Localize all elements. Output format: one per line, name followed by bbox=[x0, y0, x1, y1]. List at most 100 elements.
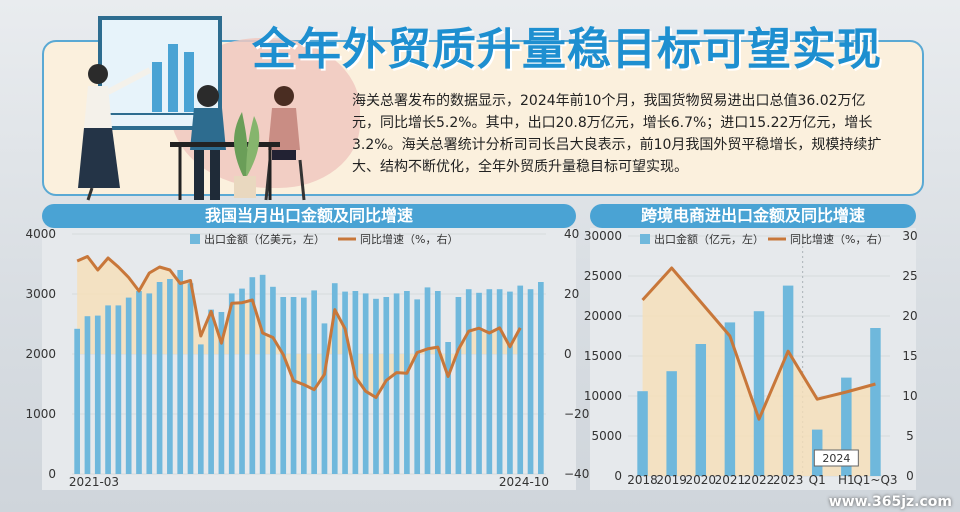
left-export-bar bbox=[507, 291, 513, 474]
left-export-bar bbox=[393, 293, 400, 474]
right-y-tick-label: 5000 bbox=[591, 429, 622, 443]
desk bbox=[170, 142, 280, 200]
left-export-bar bbox=[455, 297, 462, 474]
right-2024-group-box bbox=[813, 449, 859, 467]
right-x-tick-label: 2022 bbox=[744, 473, 775, 487]
left-export-bar bbox=[434, 291, 441, 474]
right-y2-tick-label: 10 bbox=[902, 389, 917, 403]
right-export-bar bbox=[666, 371, 677, 476]
right-y-tick-label: 30000 bbox=[584, 229, 622, 243]
potted-plant bbox=[234, 112, 260, 198]
left-export-bar bbox=[290, 297, 297, 474]
right-y-tick-label: 25000 bbox=[584, 269, 622, 283]
left-y-tick-label: 2000 bbox=[25, 347, 56, 361]
left-export-bar bbox=[177, 270, 184, 474]
left-export-bar bbox=[331, 283, 338, 474]
right-y-tick-label: 15000 bbox=[584, 349, 622, 363]
page-title: 全年外贸质升量稳目标可望实现 bbox=[252, 24, 882, 75]
right-x-tick-label: 2021 bbox=[715, 473, 746, 487]
presenter-woman bbox=[78, 64, 152, 201]
left-export-bar bbox=[445, 342, 451, 474]
left-export-bar bbox=[94, 315, 101, 474]
left-growth-line bbox=[76, 255, 522, 399]
right-y2-tick-label: 25 bbox=[902, 269, 917, 283]
left-export-bar bbox=[270, 286, 276, 474]
left-y-tick-label: 4000 bbox=[25, 227, 56, 241]
left-export-bar bbox=[476, 292, 482, 474]
left-export-bar bbox=[208, 309, 214, 474]
left-export-bar bbox=[280, 297, 287, 474]
right-export-bar bbox=[695, 344, 707, 476]
right-y-tick-label: 20000 bbox=[584, 309, 622, 323]
left-export-bar bbox=[404, 291, 410, 474]
right-growth-line bbox=[641, 266, 876, 421]
right-legend-bar-label: 出口金额（亿元，左） bbox=[654, 232, 764, 246]
left-export-bar bbox=[538, 282, 544, 474]
left-export-bar bbox=[105, 305, 111, 474]
left-export-bar bbox=[187, 283, 194, 474]
left-export-bar bbox=[496, 289, 503, 474]
right-export-bar bbox=[724, 322, 736, 476]
left-x-start-label: 2021-03 bbox=[69, 475, 119, 489]
left-export-bar bbox=[362, 293, 369, 474]
left-export-bar bbox=[197, 344, 204, 474]
right-legend-bar-swatch bbox=[640, 234, 650, 244]
right-y2-tick-label: 30 bbox=[902, 229, 917, 243]
right-export-bar bbox=[782, 285, 794, 476]
right-export-bar bbox=[637, 391, 648, 476]
right-export-bar bbox=[841, 377, 852, 476]
right-chart-title: 跨境电商进出口金额及同比增速 bbox=[590, 204, 916, 228]
right-x-tick-label: Q1 bbox=[809, 473, 826, 487]
right-legend-line-label: 同比增速（%，右） bbox=[790, 232, 888, 246]
left-export-bar bbox=[249, 277, 256, 474]
left-y2-tick-label: 20 bbox=[564, 287, 579, 301]
left-export-bar bbox=[311, 290, 317, 474]
left-export-bar bbox=[424, 287, 431, 474]
left-export-bar bbox=[84, 316, 91, 474]
left-export-bar bbox=[136, 291, 142, 474]
listener-seated bbox=[264, 86, 306, 201]
right-x-tick-label: 2019 bbox=[656, 473, 687, 487]
left-legend-bar-swatch bbox=[190, 234, 200, 244]
left-export-bar bbox=[228, 293, 235, 474]
left-export-bar bbox=[414, 299, 421, 474]
right-2024-group-label: 2024 bbox=[822, 452, 850, 465]
left-export-bar bbox=[239, 288, 245, 474]
right-x-tick-label: 2023 bbox=[773, 473, 804, 487]
left-export-bar bbox=[486, 289, 493, 474]
lead-paragraph: 海关总署发布的数据显示，2024年前10个月，我国货物贸易进出口总值36.02万… bbox=[352, 93, 882, 175]
left-export-bar bbox=[383, 297, 390, 474]
left-export-bar bbox=[156, 282, 163, 474]
right-y-tick-label: 0 bbox=[614, 469, 622, 483]
right-y2-tick-label: 0 bbox=[906, 469, 914, 483]
watermark: www.365jz.com bbox=[828, 494, 952, 510]
left-export-bar bbox=[115, 305, 122, 474]
left-export-bar bbox=[125, 297, 132, 474]
right-x-tick-label: Q1~Q3 bbox=[853, 473, 897, 487]
left-y2-tick-label: 0 bbox=[564, 347, 572, 361]
left-export-bar bbox=[259, 274, 266, 474]
right-x-tick-label: 2018 bbox=[627, 473, 658, 487]
right-x-tick-label: 2020 bbox=[686, 473, 717, 487]
right-y2-tick-label: 15 bbox=[902, 349, 917, 363]
left-export-bar bbox=[373, 298, 379, 474]
left-y-tick-label: 0 bbox=[48, 467, 56, 481]
left-export-bar bbox=[167, 279, 173, 474]
left-export-bar bbox=[352, 291, 359, 474]
left-legend-bar-label: 出口金额（亿美元，左） bbox=[204, 232, 325, 246]
left-y-tick-label: 1000 bbox=[25, 407, 56, 421]
left-export-bar bbox=[321, 323, 328, 474]
left-x-end-label: 2024-10 bbox=[499, 475, 549, 489]
right-y-tick-label: 10000 bbox=[584, 389, 622, 403]
right-export-bar bbox=[753, 311, 765, 476]
left-export-bar bbox=[465, 289, 472, 474]
left-y2-tick-label: 40 bbox=[564, 227, 579, 241]
left-export-bar bbox=[517, 285, 524, 474]
right-y2-tick-label: 20 bbox=[902, 309, 917, 323]
left-chart-title: 我国当月出口金额及同比增速 bbox=[42, 204, 576, 228]
right-x-tick-label: H1 bbox=[838, 473, 855, 487]
listener-man-standing bbox=[190, 85, 226, 200]
left-y-tick-label: 3000 bbox=[25, 287, 56, 301]
